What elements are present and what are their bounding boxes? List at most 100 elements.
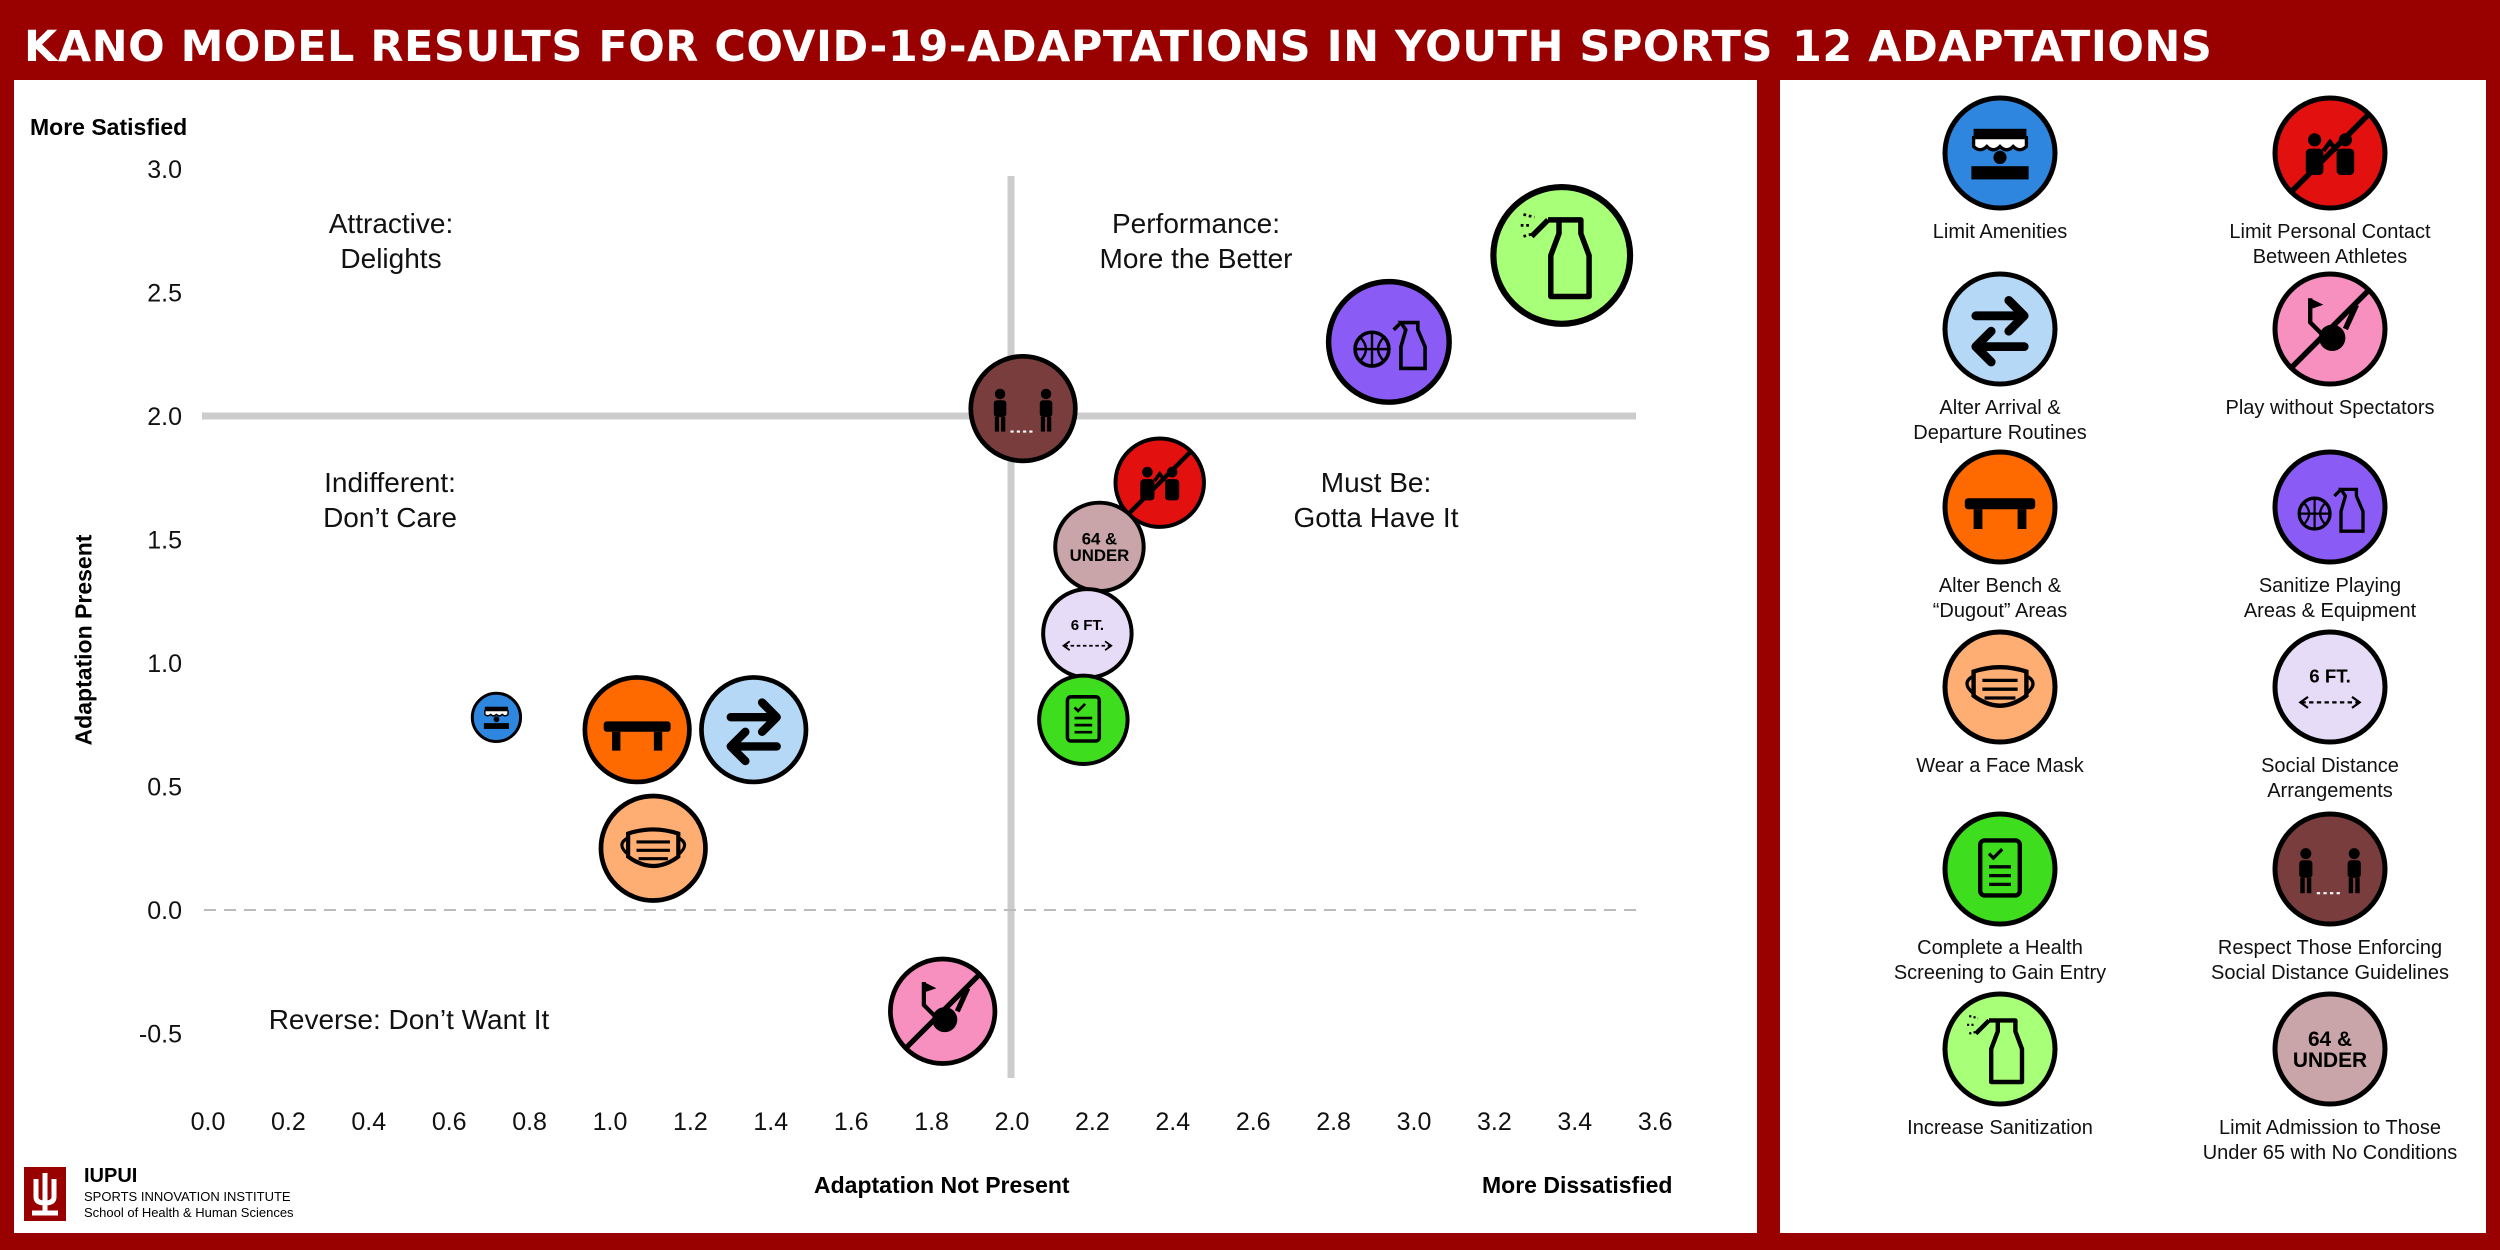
six-feet-icon-glyph: 6 FT.: [2298, 666, 2362, 709]
ball-spray-icon: [1353, 320, 1427, 371]
x-tick-label: 0.6: [432, 1108, 467, 1136]
legend-label-line: Play without Spectators: [2225, 397, 2435, 419]
x-tick-label: 1.8: [914, 1108, 949, 1136]
checklist-icon-glyph: [1977, 838, 2023, 898]
legend-label: Alter Bench & “Dugout” Areas: [1830, 574, 2170, 624]
y-tick-label: -0.5: [139, 1021, 182, 1049]
x-tick-label: 0.0: [191, 1108, 226, 1136]
legend-item-increase-sanitization: Increase Sanitization: [1830, 990, 2170, 1141]
data-point-limit-amenities: [470, 691, 523, 743]
quadrant-must-be-line2: Gotta Have It: [1293, 502, 1459, 533]
legend-item-alter-arrival: Alter Arrival & Departure Routines: [1830, 270, 2170, 446]
legend-label-line: Sanitize Playing: [2258, 575, 2402, 597]
y-tick-label: 0.0: [147, 897, 182, 925]
legend-label-line: Areas & Equipment: [2243, 600, 2417, 622]
x-tick-label: 2.8: [1316, 1108, 1351, 1136]
quadrant-attractive-line1: Attractive:: [328, 208, 454, 239]
spray-bottle-icon: [1520, 213, 1592, 300]
legend-label: Alter Arrival & Departure Routines: [1830, 396, 2170, 446]
legend-item-limit-admission: 64 & UNDER Limit Admission to Those Under 6…: [2160, 990, 2500, 1166]
bench-icon: [603, 721, 671, 751]
legend-label-line: Screening to Gain Entry: [1893, 962, 2107, 984]
legend-item-face-mask: Wear a Face Mask: [1830, 628, 2170, 779]
x-axis-title: Adaptation Not Present: [814, 1172, 1070, 1198]
distancing-people-icon-glyph: [993, 388, 1053, 433]
page-title: KANO MODEL RESULTS FOR COVID-19-ADAPTATI…: [24, 22, 1773, 72]
quadrant-reverse: Reverse: Don’t Want It: [269, 1002, 550, 1037]
no-contact-icon: [1128, 451, 1192, 515]
y-tick-label: 1.5: [147, 527, 182, 555]
y-axis-title: Adaptation Present: [70, 534, 97, 746]
logo-line1: SPORTS INNOVATION INSTITUTE: [84, 1189, 291, 1204]
ball-spray-icon: [2272, 449, 2388, 565]
point-marker: [598, 793, 708, 903]
legend-label: Wear a Face Mask: [1830, 754, 2170, 779]
trident-icon: [24, 1167, 66, 1221]
y-tick-label: 2.0: [147, 403, 182, 431]
quadrant-performance: Performance: More the Better: [1100, 206, 1293, 276]
data-point-health-screening: [1037, 673, 1130, 767]
x-tick-label: 1.4: [753, 1108, 788, 1136]
legend-label: Respect Those Enforcing Social Distance G…: [2160, 936, 2500, 986]
spray-bottle-icon-glyph: [1966, 1014, 2025, 1085]
y-tick-label: 1.0: [147, 650, 182, 678]
bench-icon: [1942, 449, 2058, 565]
quadrant-indifferent-line2: Don’t Care: [323, 502, 457, 533]
legend-label-line: Alter Bench &: [1938, 575, 2062, 597]
logo-line2: School of Health & Human Sciences: [84, 1205, 294, 1220]
six-feet-icon: 6 FT.: [1061, 617, 1113, 651]
no-spectators-icon-glyph: [2290, 289, 2370, 369]
quadrant-attractive: Attractive: Delights: [329, 206, 453, 276]
x-tick-label: 3.0: [1397, 1108, 1432, 1136]
point-marker: [699, 675, 809, 785]
storefront-icon: [483, 706, 509, 729]
y-tick-label: 3.0: [147, 156, 182, 184]
legend-item-no-spectators: Play without Spectators: [2160, 270, 2500, 421]
x-tick-label: 0.4: [351, 1108, 386, 1136]
legend-item-social-distance: 6 FT. Social Distance Arrangements: [2160, 628, 2500, 804]
legend-label: Sanitize Playing Areas & Equipment: [2160, 574, 2500, 624]
kano-scatter-chart: 3.0 2.5 2.0 1.5 1.0 0.5 0.0 -0.5 0.0 0.2 0.4 0.6 0.8…: [139, 156, 1673, 1136]
no-spectators-icon: [905, 973, 981, 1049]
legend-label-line: Limit Admission to Those: [2219, 1117, 2441, 1139]
data-point-increase-sanitization: [1490, 184, 1634, 327]
no-contact-icon-glyph: [2290, 113, 2370, 193]
x-tick-label: 0.8: [512, 1108, 547, 1136]
arrows-icon-glyph: [726, 698, 781, 766]
legend-label: Limit Admission to Those Under 65 with No…: [2160, 1116, 2500, 1166]
no-spectators-icon: [2272, 271, 2388, 387]
y-tick-label: 0.5: [147, 774, 182, 802]
age-badge-icon-glyph: 64 &UNDER: [1070, 529, 1130, 565]
legend-item-sanitize-equipment: Sanitize Playing Areas & Equipment: [2160, 448, 2500, 624]
quadrant-must-be-line1: Must Be:: [1320, 467, 1432, 498]
quadrant-must-be: Must Be: Gotta Have It: [1294, 465, 1459, 535]
mask-icon: [620, 827, 687, 869]
six-feet-icon: 6 FT.: [2272, 629, 2388, 745]
legend-item-limit-contact: Limit Personal Contact Between Athletes: [2160, 94, 2500, 270]
data-point-limit-admission: 64 &UNDER: [1053, 500, 1146, 594]
arrows-icon: [726, 698, 781, 766]
legend-label-line: Limit Personal Contact: [2229, 221, 2431, 243]
x-tick-label: 1.2: [673, 1108, 708, 1136]
logo-name: IUPUI: [84, 1165, 138, 1187]
checklist-icon: [1942, 811, 2058, 927]
legend-label-line: Between Athletes: [2252, 246, 2408, 268]
legend-item-health-screening: Complete a Health Screening to Gain Entry: [1830, 810, 2170, 986]
bench-icon-glyph: [603, 721, 671, 751]
legend-label-line: Alter Arrival &: [1939, 397, 2061, 419]
point-marker: [1490, 184, 1634, 327]
ball-spray-icon-glyph: [2297, 487, 2365, 533]
x-axis-right-label: More Dissatisfied: [1482, 1172, 1673, 1198]
legend-label: Complete a Health Screening to Gain Entry: [1830, 936, 2170, 986]
legend-label-line: Limit Amenities: [1932, 221, 2068, 243]
quadrant-attractive-line2: Delights: [340, 243, 442, 274]
badge-text: UNDER: [2293, 1049, 2367, 1072]
no-spectators-icon-glyph: [905, 973, 981, 1049]
legend-label-line: Under 65 with No Conditions: [2202, 1142, 2458, 1164]
data-point-alter-bench: [582, 675, 692, 785]
y-axis-top-label: More Satisfied: [30, 114, 188, 140]
x-tick-label: 1.0: [593, 1108, 628, 1136]
checklist-icon-glyph: [1065, 695, 1102, 743]
iupui-logo: IUPUI SPORTS INNOVATION INSTITUTE School…: [24, 1163, 324, 1223]
point-marker: [1037, 673, 1130, 767]
